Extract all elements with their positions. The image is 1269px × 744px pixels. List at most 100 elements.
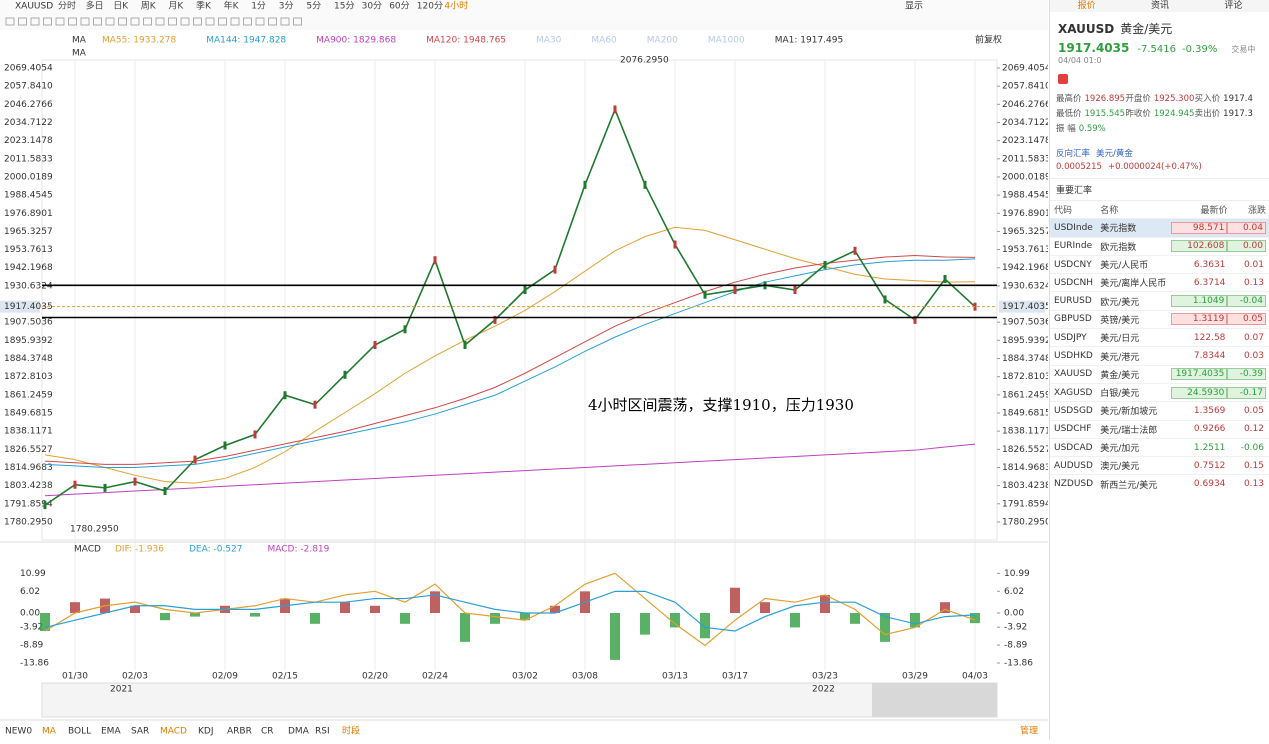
symbol: XAUUSD bbox=[1058, 22, 1115, 36]
indicator-tab[interactable]: ARBR bbox=[227, 727, 252, 737]
tool-icon[interactable] bbox=[193, 17, 202, 26]
period-tab[interactable]: 季K bbox=[196, 0, 212, 12]
macd-bar bbox=[550, 605, 560, 613]
price-point bbox=[643, 180, 647, 189]
indicator-tab[interactable]: DMA bbox=[288, 727, 310, 737]
y-tick-label: 1976.8901 bbox=[4, 209, 53, 219]
quote-row[interactable]: USDCNH 美元/离岸人民币 6.3714 0.13 bbox=[1050, 273, 1269, 291]
quote-cell: NZDUSD bbox=[1054, 479, 1094, 490]
indicator-tab[interactable]: CR bbox=[261, 727, 274, 737]
indicator-tab[interactable]: SAR bbox=[131, 727, 149, 737]
legend-entry: MA30 bbox=[536, 36, 562, 46]
last-price-label: 1917.4035 bbox=[1002, 302, 1048, 312]
quote-row[interactable]: USDCHF 美元/瑞士法郎 0.9266 0.12 bbox=[1050, 419, 1269, 438]
quote-row[interactable]: GBPUSD 英镑/美元 1.3119 0.05 bbox=[1050, 309, 1269, 328]
quote-cell: 102.608 bbox=[1171, 240, 1228, 253]
y-tick-label: 1849.6815 bbox=[1002, 409, 1048, 419]
tool-icon[interactable] bbox=[130, 17, 140, 26]
tool-icon[interactable] bbox=[55, 17, 65, 26]
period-tab[interactable]: 月K bbox=[168, 1, 184, 12]
quote-row[interactable]: USDJPY 美元/日元 122.58 0.07 bbox=[1050, 328, 1269, 346]
tool-icon[interactable] bbox=[268, 17, 277, 26]
period-tab[interactable]: 1分 bbox=[251, 1, 266, 12]
tool-icon[interactable] bbox=[218, 17, 227, 26]
navigator[interactable] bbox=[41, 682, 998, 718]
period-tab[interactable]: 5分 bbox=[306, 1, 321, 12]
period-tab[interactable]: 年K bbox=[224, 0, 240, 12]
quote-row[interactable]: NZDUSD 新西兰元/美元 0.6934 0.13 bbox=[1050, 474, 1269, 492]
quote-cell: 美元/离岸人民币 bbox=[1100, 279, 1167, 290]
y-tick-label: 1791.8594 bbox=[1002, 499, 1048, 509]
tool-icon[interactable] bbox=[168, 17, 177, 26]
tab[interactable]: 评论 bbox=[1224, 1, 1243, 11]
quote-row[interactable]: USDCNY 美元/人民币 6.3631 0.01 bbox=[1050, 254, 1269, 273]
quote-row[interactable]: XAUUSD 黄金/美元 1917.4035 -0.39 bbox=[1050, 364, 1269, 383]
x-tick-label: 02/24 bbox=[422, 672, 448, 682]
period-tab[interactable]: 3分 bbox=[279, 1, 294, 12]
indicator-tab[interactable]: EMA bbox=[101, 727, 121, 737]
price-point bbox=[613, 105, 617, 114]
quote-cell: XAGUSD bbox=[1054, 387, 1093, 398]
period-tab[interactable]: 30分 bbox=[362, 1, 382, 12]
quote-row[interactable]: USDCAD 美元/加元 1.2511 -0.06 bbox=[1050, 437, 1269, 456]
indicator-tab[interactable]: BOLL bbox=[68, 727, 91, 737]
header: XAUUSD 黄金/美元 bbox=[1050, 12, 1269, 37]
indicator-tab[interactable]: MA bbox=[42, 727, 57, 737]
tool-icon[interactable] bbox=[155, 17, 165, 26]
period-tab[interactable]: 4小时 bbox=[444, 0, 468, 12]
period-tab[interactable]: 日K bbox=[113, 1, 129, 12]
stat-value: 1924.9450 bbox=[1153, 109, 1195, 119]
quote-row[interactable]: USDHKD 美元/港元 7.8344 0.03 bbox=[1050, 346, 1269, 364]
tool-icon[interactable] bbox=[280, 17, 290, 26]
period-tab[interactable]: 周K bbox=[141, 1, 157, 12]
period-tab[interactable]: 15分 bbox=[334, 1, 354, 12]
tool-icon[interactable] bbox=[30, 17, 40, 26]
tool-icon[interactable] bbox=[118, 17, 127, 26]
tool-icon[interactable] bbox=[243, 17, 252, 26]
indicator-tab[interactable]: 时段 bbox=[342, 725, 360, 737]
navigator-window[interactable] bbox=[872, 683, 997, 717]
period-tab[interactable]: 多日 bbox=[86, 0, 104, 12]
period-tab[interactable]: 120分 bbox=[417, 1, 443, 12]
adjust-mode[interactable]: 前复权 bbox=[975, 34, 1002, 46]
quote-row[interactable]: USDSGD 美元/新加坡元 1.3569 0.05 bbox=[1050, 401, 1269, 419]
stat-value: 1915.5450 bbox=[1084, 109, 1126, 119]
quote-row[interactable]: EURUSD 欧元/美元 1.1049 -0.04 bbox=[1050, 291, 1269, 309]
tool-icon[interactable] bbox=[293, 17, 302, 26]
tool-icon[interactable] bbox=[68, 17, 77, 26]
indicator-tab[interactable]: KDJ bbox=[198, 727, 214, 737]
tool-icon[interactable] bbox=[230, 17, 240, 26]
tool-icon[interactable] bbox=[5, 17, 15, 26]
quote-cell: 0.00 bbox=[1227, 240, 1266, 253]
quote-cell: 美元/新加坡元 bbox=[1100, 407, 1158, 418]
tool-icon[interactable] bbox=[43, 17, 52, 26]
symbol[interactable]: XAUUSD bbox=[15, 2, 53, 12]
display-menu[interactable]: 显示 bbox=[905, 1, 923, 12]
quote-row[interactable]: XAGUSD 白银/美元 24.5930 -0.17 bbox=[1050, 382, 1269, 401]
quote-row[interactable]: EURInde 欧元指数 102.608 0.00 bbox=[1050, 236, 1269, 255]
tool-icon[interactable] bbox=[255, 17, 265, 26]
indicator-tab[interactable]: NEW0 bbox=[5, 727, 32, 737]
y-tick-label: 1942.1968 bbox=[4, 263, 53, 273]
tool-icon[interactable] bbox=[205, 17, 215, 26]
quote-cell: XAUUSD bbox=[1054, 369, 1093, 380]
quote-row[interactable]: AUDUSD 澳元/美元 0.7512 0.15 bbox=[1050, 456, 1269, 474]
tool-icon[interactable] bbox=[105, 17, 115, 26]
price-point bbox=[493, 315, 497, 324]
tab[interactable]: 资讯 bbox=[1150, 1, 1169, 11]
period-tab[interactable]: 60分 bbox=[389, 1, 409, 12]
y-tick-label: 1965.3257 bbox=[1002, 227, 1048, 237]
indicator-tab[interactable]: RSI bbox=[315, 727, 330, 737]
indicator-tab[interactable]: MACD bbox=[160, 727, 187, 737]
quote-cell: -0.06 bbox=[1240, 442, 1264, 453]
tool-icon[interactable] bbox=[18, 17, 27, 26]
tool-icon[interactable] bbox=[143, 17, 152, 26]
tool-icon[interactable] bbox=[180, 17, 190, 26]
quote-row[interactable]: USDInde 美元指数 98.571 0.04 bbox=[1050, 218, 1269, 237]
price-point bbox=[583, 180, 587, 189]
tool-icon[interactable] bbox=[93, 17, 102, 26]
tool-icon[interactable] bbox=[80, 17, 90, 26]
period-tab[interactable]: 分时 bbox=[58, 0, 76, 12]
tab[interactable]: 报价 bbox=[1077, 1, 1096, 11]
manage-button[interactable]: 管理 bbox=[1020, 725, 1038, 737]
